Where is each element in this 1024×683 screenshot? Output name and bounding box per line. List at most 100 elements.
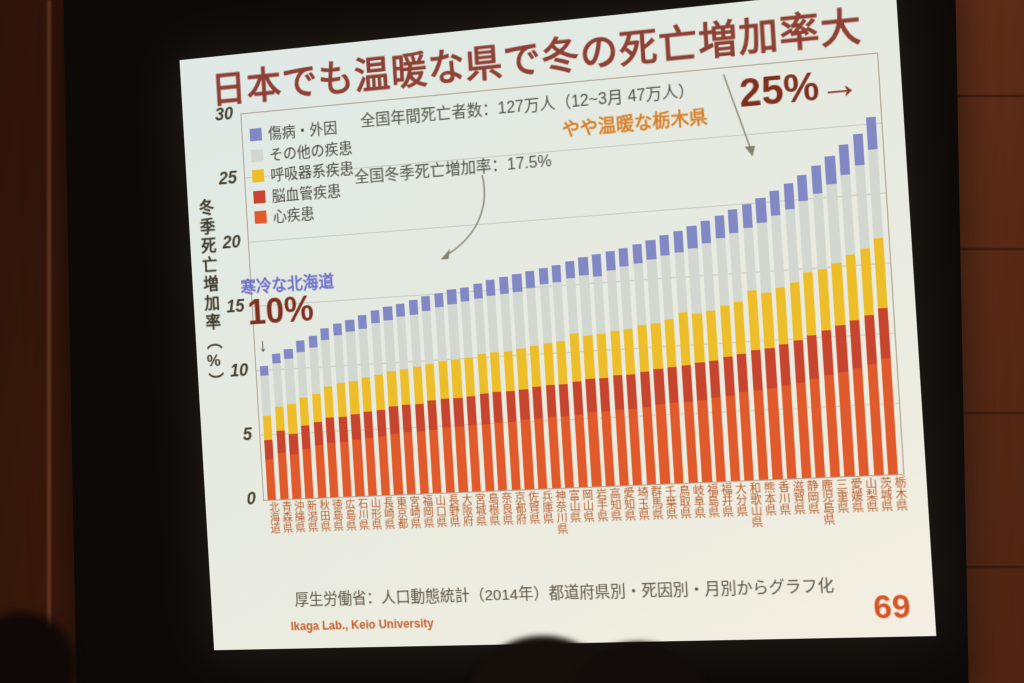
bar-segment bbox=[338, 416, 349, 443]
bar-segment bbox=[442, 427, 455, 493]
plot-area: 全国年間死亡者数：127万人（12~3月 47万人） 全国冬季死亡増加率：17.… bbox=[240, 52, 905, 501]
bar-segment bbox=[455, 426, 468, 493]
bar-segment bbox=[333, 334, 345, 384]
bar-segment bbox=[673, 231, 684, 253]
bar-segment bbox=[414, 403, 426, 432]
bar-segment bbox=[632, 243, 643, 264]
bar-segment bbox=[701, 242, 716, 311]
bar-segment bbox=[824, 155, 837, 185]
bar-segment bbox=[534, 418, 548, 489]
bar-segment bbox=[775, 287, 789, 345]
legend-color-swatch bbox=[254, 210, 267, 224]
bar-segment bbox=[505, 390, 517, 422]
bar-segment bbox=[784, 208, 800, 283]
bar-segment bbox=[283, 348, 294, 360]
y-tick-label: 25 bbox=[218, 167, 238, 189]
bar-segment bbox=[529, 345, 542, 388]
bar-segment bbox=[826, 183, 842, 264]
bar-segment bbox=[512, 273, 523, 292]
bar-segment bbox=[863, 315, 877, 365]
bar-segment bbox=[466, 395, 478, 426]
bar-segment bbox=[733, 301, 747, 354]
bar-segment bbox=[264, 440, 274, 460]
bar-segment bbox=[296, 351, 308, 398]
bar-segment bbox=[276, 430, 287, 453]
bar-segment bbox=[840, 173, 856, 256]
legend-item: 心疾患 bbox=[254, 201, 356, 226]
cold-value-label: 10% bbox=[246, 288, 315, 333]
bar-segment bbox=[810, 165, 823, 194]
bar-segment bbox=[769, 190, 781, 217]
y-tick-label: 10 bbox=[229, 360, 249, 381]
bar-segment bbox=[821, 330, 834, 376]
bar-segment bbox=[612, 375, 625, 410]
bar-segment bbox=[664, 319, 677, 368]
bar-segment bbox=[566, 278, 579, 334]
bar-segment bbox=[262, 415, 273, 441]
bar-segment bbox=[357, 314, 368, 329]
bar-segment bbox=[677, 311, 691, 366]
bar-segment bbox=[545, 384, 557, 418]
bar-segment bbox=[301, 425, 311, 450]
bar-segment bbox=[277, 452, 289, 500]
bar-segment bbox=[525, 270, 536, 289]
bar-segment bbox=[585, 378, 597, 413]
bar-segment bbox=[770, 215, 786, 289]
bar-segment bbox=[653, 369, 666, 405]
bar-segment bbox=[729, 232, 744, 302]
bar-segment bbox=[560, 416, 575, 488]
x-axis-label: 栃木県 bbox=[892, 475, 908, 512]
bar-segment bbox=[464, 357, 476, 397]
bar-segment bbox=[578, 257, 589, 276]
bar-segment bbox=[700, 220, 712, 244]
bar-segment bbox=[481, 424, 495, 491]
bar-segment bbox=[468, 424, 482, 492]
bar-segment bbox=[714, 215, 726, 239]
bar-segment bbox=[513, 291, 526, 350]
bar-segment bbox=[358, 328, 371, 379]
bar-segment bbox=[640, 371, 652, 408]
bar-segment bbox=[614, 409, 629, 486]
bar-segment bbox=[852, 133, 865, 166]
bar-segment bbox=[579, 274, 593, 336]
bar-segment bbox=[390, 433, 403, 495]
bar-segment bbox=[767, 387, 783, 480]
bar-segment bbox=[383, 319, 396, 372]
bar-segment bbox=[817, 269, 831, 331]
bar-segment bbox=[332, 323, 343, 336]
bar-segment bbox=[485, 279, 496, 297]
bar-segment bbox=[812, 192, 828, 270]
bar-segment bbox=[587, 412, 602, 487]
bar-segment bbox=[778, 344, 792, 387]
bar-segment bbox=[741, 203, 753, 229]
y-tick-label: 15 bbox=[225, 296, 245, 317]
bar-segment bbox=[866, 117, 879, 150]
legend-color-swatch bbox=[253, 189, 266, 204]
bar-segment bbox=[422, 310, 434, 364]
bar-segment bbox=[433, 292, 444, 308]
bar-segment bbox=[325, 417, 336, 443]
bar-segment bbox=[623, 328, 636, 376]
bar-segment bbox=[705, 309, 719, 362]
bar-segment bbox=[601, 411, 616, 487]
bar-segment bbox=[605, 251, 616, 271]
bar-segment bbox=[499, 293, 513, 352]
bar-segment bbox=[295, 339, 306, 353]
bar-segment bbox=[447, 303, 460, 360]
bar-segment bbox=[781, 385, 797, 479]
bar-segment bbox=[339, 441, 352, 497]
bar-segment bbox=[558, 383, 571, 417]
bar-segment bbox=[725, 395, 740, 481]
bar-segment bbox=[490, 351, 502, 393]
bar-segment bbox=[747, 290, 761, 351]
bar-segment bbox=[434, 307, 447, 362]
bar-segment bbox=[313, 422, 324, 446]
bar-segment bbox=[265, 459, 277, 500]
legend-color-swatch bbox=[250, 148, 264, 163]
bar-segment bbox=[348, 381, 360, 415]
bar-segment bbox=[797, 174, 809, 202]
bar-segment bbox=[599, 377, 611, 412]
down-arrow-icon: ↓ bbox=[258, 335, 268, 357]
page-number: 69 bbox=[872, 588, 912, 626]
